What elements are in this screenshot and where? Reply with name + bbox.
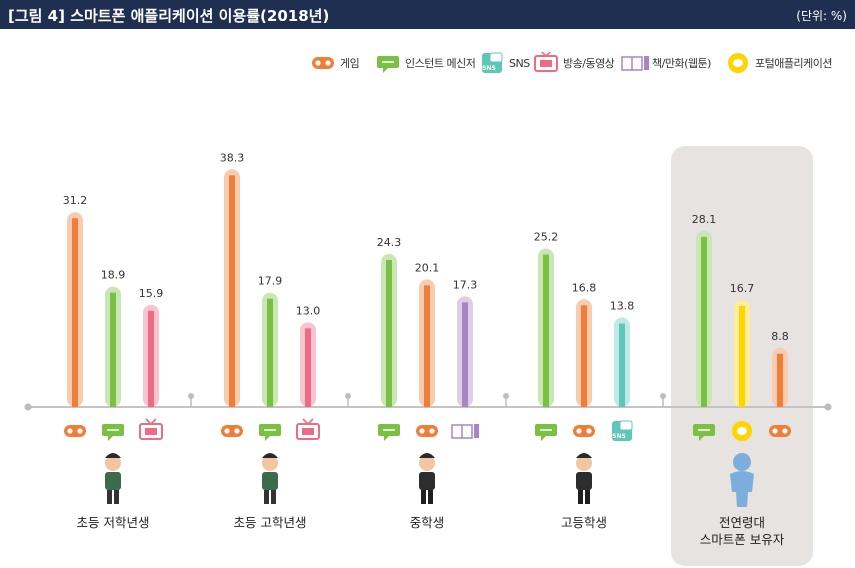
- bar-game: [777, 354, 783, 407]
- bar-messenger: [110, 293, 116, 407]
- student-figure-icon: [419, 453, 435, 504]
- bar-category-portal-icon: [732, 421, 752, 441]
- bar-category-game-icon: [64, 425, 86, 437]
- bar-value-label: 24.3: [377, 236, 402, 249]
- bar-sns: [619, 324, 625, 407]
- bar-video: [148, 311, 154, 407]
- bar-messenger: [386, 260, 392, 407]
- child-figure-icon: [262, 453, 278, 504]
- bar-value-label: 18.9: [101, 269, 126, 282]
- bar-messenger: [701, 237, 707, 407]
- bar-category-video-icon: [297, 419, 319, 439]
- bar-category-game-icon: [769, 425, 791, 437]
- bar-messenger: [267, 299, 273, 407]
- bar-value-label: 17.9: [258, 275, 283, 288]
- bar-book: [462, 302, 468, 407]
- group-label: 중학생: [357, 514, 497, 531]
- bar-value-label: 16.7: [730, 282, 755, 295]
- group-label: 전연령대 스마트폰 보유자: [672, 514, 812, 548]
- bar-game: [229, 175, 235, 407]
- bar-video: [305, 328, 311, 407]
- bar-category-game-icon: [416, 425, 438, 437]
- bar-portal: [739, 306, 745, 407]
- bar-category-sns-icon: SNS: [612, 421, 632, 441]
- bar-category-messenger-icon: [378, 424, 400, 441]
- bar-value-label: 38.3: [220, 151, 245, 164]
- bar-value-label: 16.8: [572, 281, 597, 294]
- axis-end-dot: [825, 404, 832, 411]
- bar-value-label: 13.0: [296, 304, 321, 317]
- bar-game: [72, 218, 78, 407]
- bar-category-video-icon: [140, 419, 162, 439]
- bar-value-label: 13.8: [610, 300, 635, 313]
- group-label: 초등 고학년생: [200, 514, 340, 531]
- axis-end-dot: [25, 404, 32, 411]
- bar-value-label: 28.1: [692, 213, 717, 226]
- group-label: 초등 저학년생: [43, 514, 183, 531]
- bar-category-messenger-icon: [102, 424, 124, 441]
- child-figure-icon: [105, 453, 121, 504]
- bar-category-messenger-icon: [535, 424, 557, 441]
- bar-category-messenger-icon: [259, 424, 281, 441]
- bar-value-label: 17.3: [453, 278, 478, 291]
- bar-category-game-icon: [573, 425, 595, 437]
- bar-game: [424, 285, 430, 407]
- bar-value-label: 31.2: [63, 194, 88, 207]
- bar-category-game-icon: [221, 425, 243, 437]
- bar-game: [581, 305, 587, 407]
- bar-value-label: 15.9: [139, 287, 164, 300]
- svg-text:SNS: SNS: [612, 433, 626, 440]
- bar-category-book-icon: [452, 424, 479, 438]
- group-label: 고등학생: [514, 514, 654, 531]
- bar-value-label: 8.8: [771, 330, 789, 343]
- bar-messenger: [543, 255, 549, 407]
- bar-value-label: 25.2: [534, 231, 559, 244]
- bar-value-label: 20.1: [415, 261, 440, 274]
- student-figure-icon: [576, 453, 592, 504]
